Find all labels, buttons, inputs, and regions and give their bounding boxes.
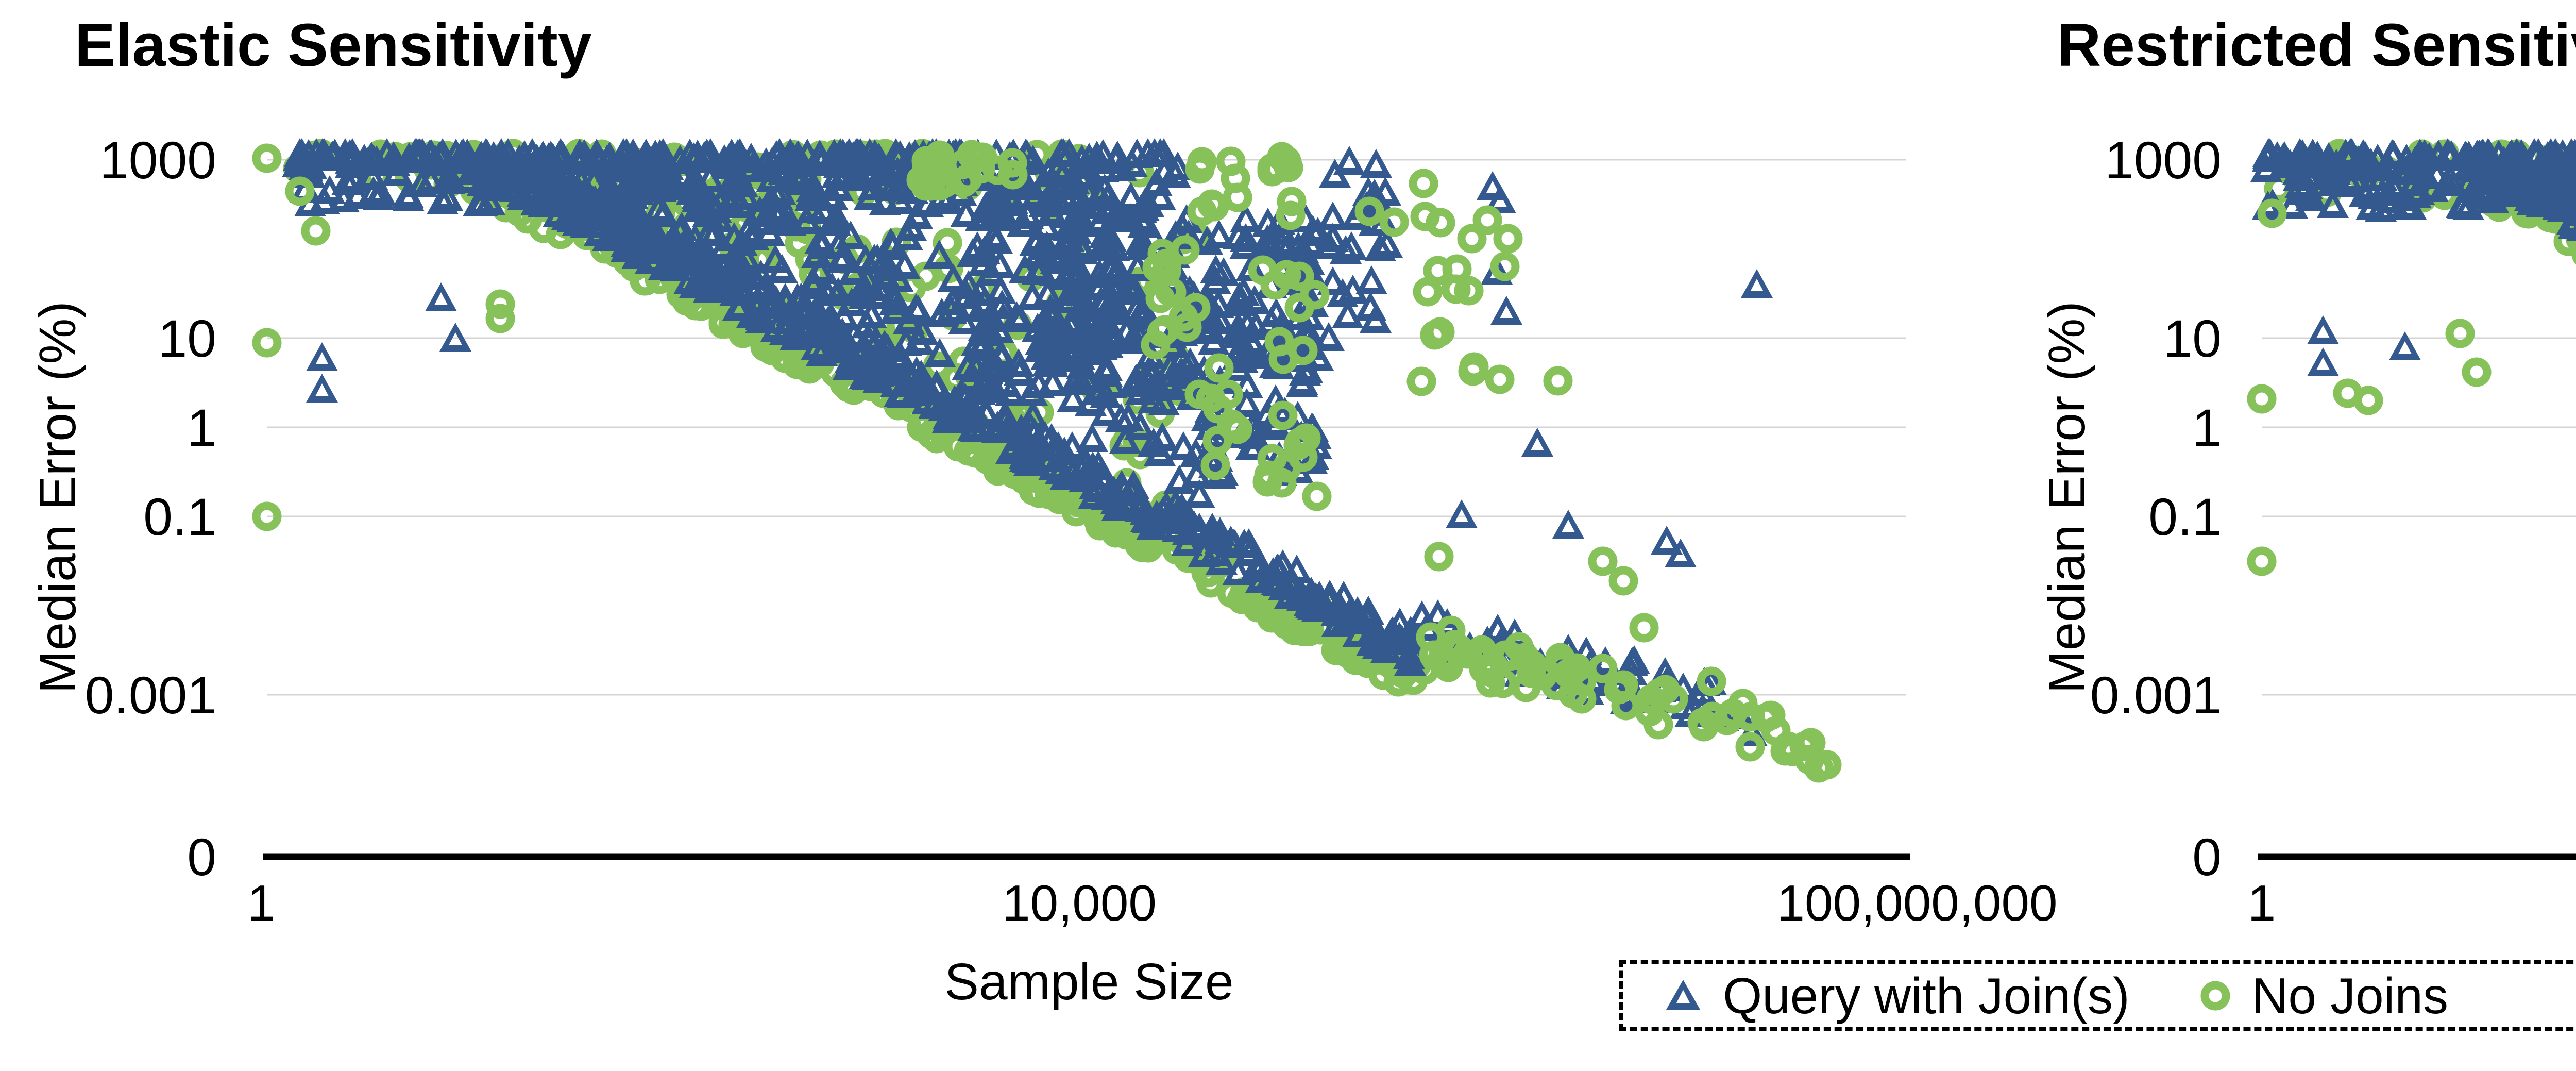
x-tick-1-elastic: 1	[247, 875, 276, 931]
y-tick-1-elastic: 1	[187, 398, 216, 457]
legend-label-nojoins: No Joins	[2251, 967, 2448, 1024]
x-tick-100m-elastic: 100,000,000	[1776, 875, 2058, 931]
x-axis-title-elastic: Sample Size	[944, 953, 1234, 1011]
y-tick-1000-elastic: 1000	[99, 131, 216, 190]
y-tick-0p1-elastic: 0.1	[143, 488, 216, 546]
triangle-marker-icon	[1664, 979, 1702, 1012]
x-tick-10k-elastic: 10,000	[1002, 875, 1157, 931]
y-tick-0-elastic: 0	[187, 828, 216, 886]
y-tick-1-restricted: 1	[2192, 398, 2222, 457]
chart-title-restricted: Restricted Sensitivity	[2057, 11, 2576, 79]
y-tick-0p1-restricted: 0.1	[2148, 488, 2222, 546]
y-tick-10-elastic: 10	[158, 309, 216, 368]
y-tick-10-restricted: 10	[2163, 309, 2222, 368]
legend: Query with Join(s) No Joins	[1619, 960, 2576, 1031]
y-tick-0p001-elastic: 0.001	[84, 666, 216, 725]
y-tick-0-restricted: 0	[2192, 828, 2222, 886]
y-tick-1000-restricted: 1000	[2105, 131, 2222, 190]
circle-marker-icon	[2199, 980, 2231, 1012]
chart-title-elastic: Elastic Sensitivity	[75, 11, 592, 79]
x-tick-1-restricted: 1	[2247, 875, 2276, 931]
y-tick-0p001-restricted: 0.001	[2090, 666, 2222, 725]
legend-label-joins: Query with Join(s)	[1723, 967, 2130, 1024]
